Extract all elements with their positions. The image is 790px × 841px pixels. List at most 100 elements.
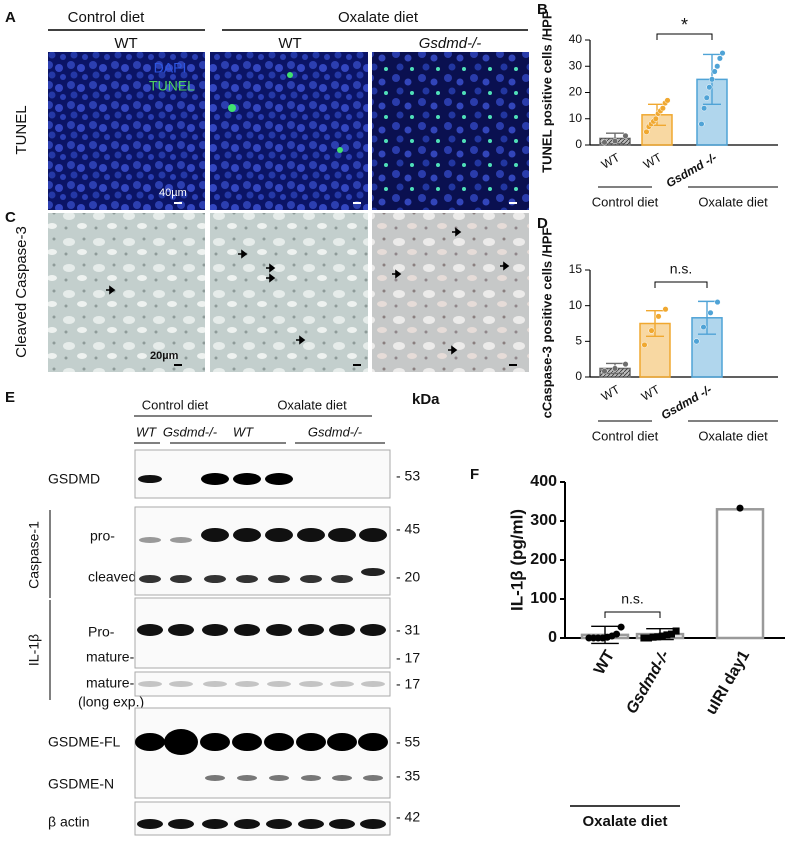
row-label: mature-: [86, 649, 135, 665]
panel-letter: B: [537, 1, 548, 18]
point: [613, 630, 620, 638]
point: [617, 623, 625, 631]
band: [363, 775, 383, 781]
point: [648, 327, 655, 334]
band: [202, 819, 228, 829]
y-tick-label: 200: [530, 551, 557, 568]
band: [202, 624, 228, 636]
band: [200, 733, 230, 751]
x-tick-label: uIRI day1: [703, 648, 753, 718]
panel-letter: D: [537, 215, 548, 232]
band: [169, 681, 193, 687]
point: [641, 341, 648, 348]
row-label: GSDME-N: [48, 776, 114, 792]
band: [331, 575, 353, 583]
row-label: pro-: [90, 528, 115, 544]
kda-marker: - 35: [396, 768, 420, 784]
group-label: Oxalate diet: [277, 397, 347, 412]
band: [298, 819, 324, 829]
point: [645, 634, 652, 642]
scale-label: 40µm: [159, 187, 187, 199]
tunel-image: [48, 52, 205, 210]
band: [265, 528, 293, 542]
band: [330, 681, 354, 687]
group-label: Oxalate diet: [582, 813, 667, 830]
point: [663, 631, 671, 639]
group-label: Control diet: [592, 194, 659, 209]
panel-letter: A: [5, 9, 16, 26]
band: [170, 537, 192, 543]
x-tick-label: Gsdmd -/-: [659, 382, 714, 422]
point: [716, 55, 723, 62]
y-tick-label: 300: [530, 512, 557, 529]
band: [234, 624, 260, 636]
point: [658, 632, 666, 640]
band: [170, 575, 192, 583]
band: [332, 775, 352, 781]
band: [235, 681, 259, 687]
point: [611, 138, 619, 145]
point: [643, 128, 650, 135]
band: [204, 575, 226, 583]
band: [234, 819, 260, 829]
band: [268, 575, 290, 583]
ihc-image: [372, 213, 529, 372]
point: [654, 633, 662, 641]
side-label: IL-1β: [26, 634, 42, 666]
band: [361, 681, 385, 687]
point: [701, 105, 708, 112]
point: [659, 105, 666, 112]
point: [714, 299, 721, 306]
kda-marker: - 42: [396, 809, 420, 825]
significance-label: n.s.: [670, 261, 693, 277]
kda-marker: - 55: [396, 734, 420, 750]
point: [601, 368, 608, 375]
y-tick-label: 5: [575, 334, 582, 348]
kda-marker: - 17: [396, 650, 420, 666]
significance-bracket: [604, 611, 661, 618]
stain-label: TUNEL: [149, 78, 195, 94]
western-blots: [134, 449, 391, 836]
point: [693, 338, 700, 345]
band: [358, 733, 388, 751]
kda-marker: - 53: [396, 468, 420, 484]
row-label: Cleaved Caspase-3: [13, 226, 30, 358]
band: [329, 624, 355, 636]
panel-letter: F: [470, 466, 479, 483]
row-label: β actin: [48, 814, 90, 830]
point: [655, 313, 662, 320]
unit-label: kDa: [412, 391, 440, 408]
arrows: [106, 227, 510, 355]
band: [299, 681, 323, 687]
y-tick-label: 10: [569, 298, 583, 312]
band: [296, 733, 326, 751]
band: [267, 681, 291, 687]
row-label: (long exp.): [78, 694, 144, 710]
point: [706, 84, 713, 91]
x-tick-label: Gsdmd-/-: [623, 648, 673, 717]
error-bar: [698, 300, 716, 335]
kda-marker: - 31: [396, 622, 420, 638]
point: [652, 115, 659, 122]
tunel-image: [210, 52, 368, 210]
x-tick-label: WT: [599, 150, 623, 172]
point: [601, 139, 608, 146]
band: [264, 733, 294, 751]
lane-label: Gsdmd-/-: [163, 424, 218, 439]
blot-panel: [134, 449, 391, 499]
band: [327, 733, 357, 751]
significance-label: *: [681, 15, 688, 35]
y-tick-label: 10: [569, 111, 583, 125]
blot-panel: [134, 801, 391, 836]
y-tick-label: 30: [569, 58, 583, 72]
panel-letter: C: [5, 209, 16, 226]
column-label: WT: [114, 35, 137, 52]
point: [708, 76, 716, 83]
significance-label: n.s.: [621, 591, 644, 607]
point: [622, 132, 629, 139]
lane-label: WT: [136, 424, 157, 439]
band: [301, 775, 321, 781]
lane-label: WT: [233, 424, 254, 439]
point: [622, 361, 629, 368]
tunel-spot: [228, 104, 236, 112]
